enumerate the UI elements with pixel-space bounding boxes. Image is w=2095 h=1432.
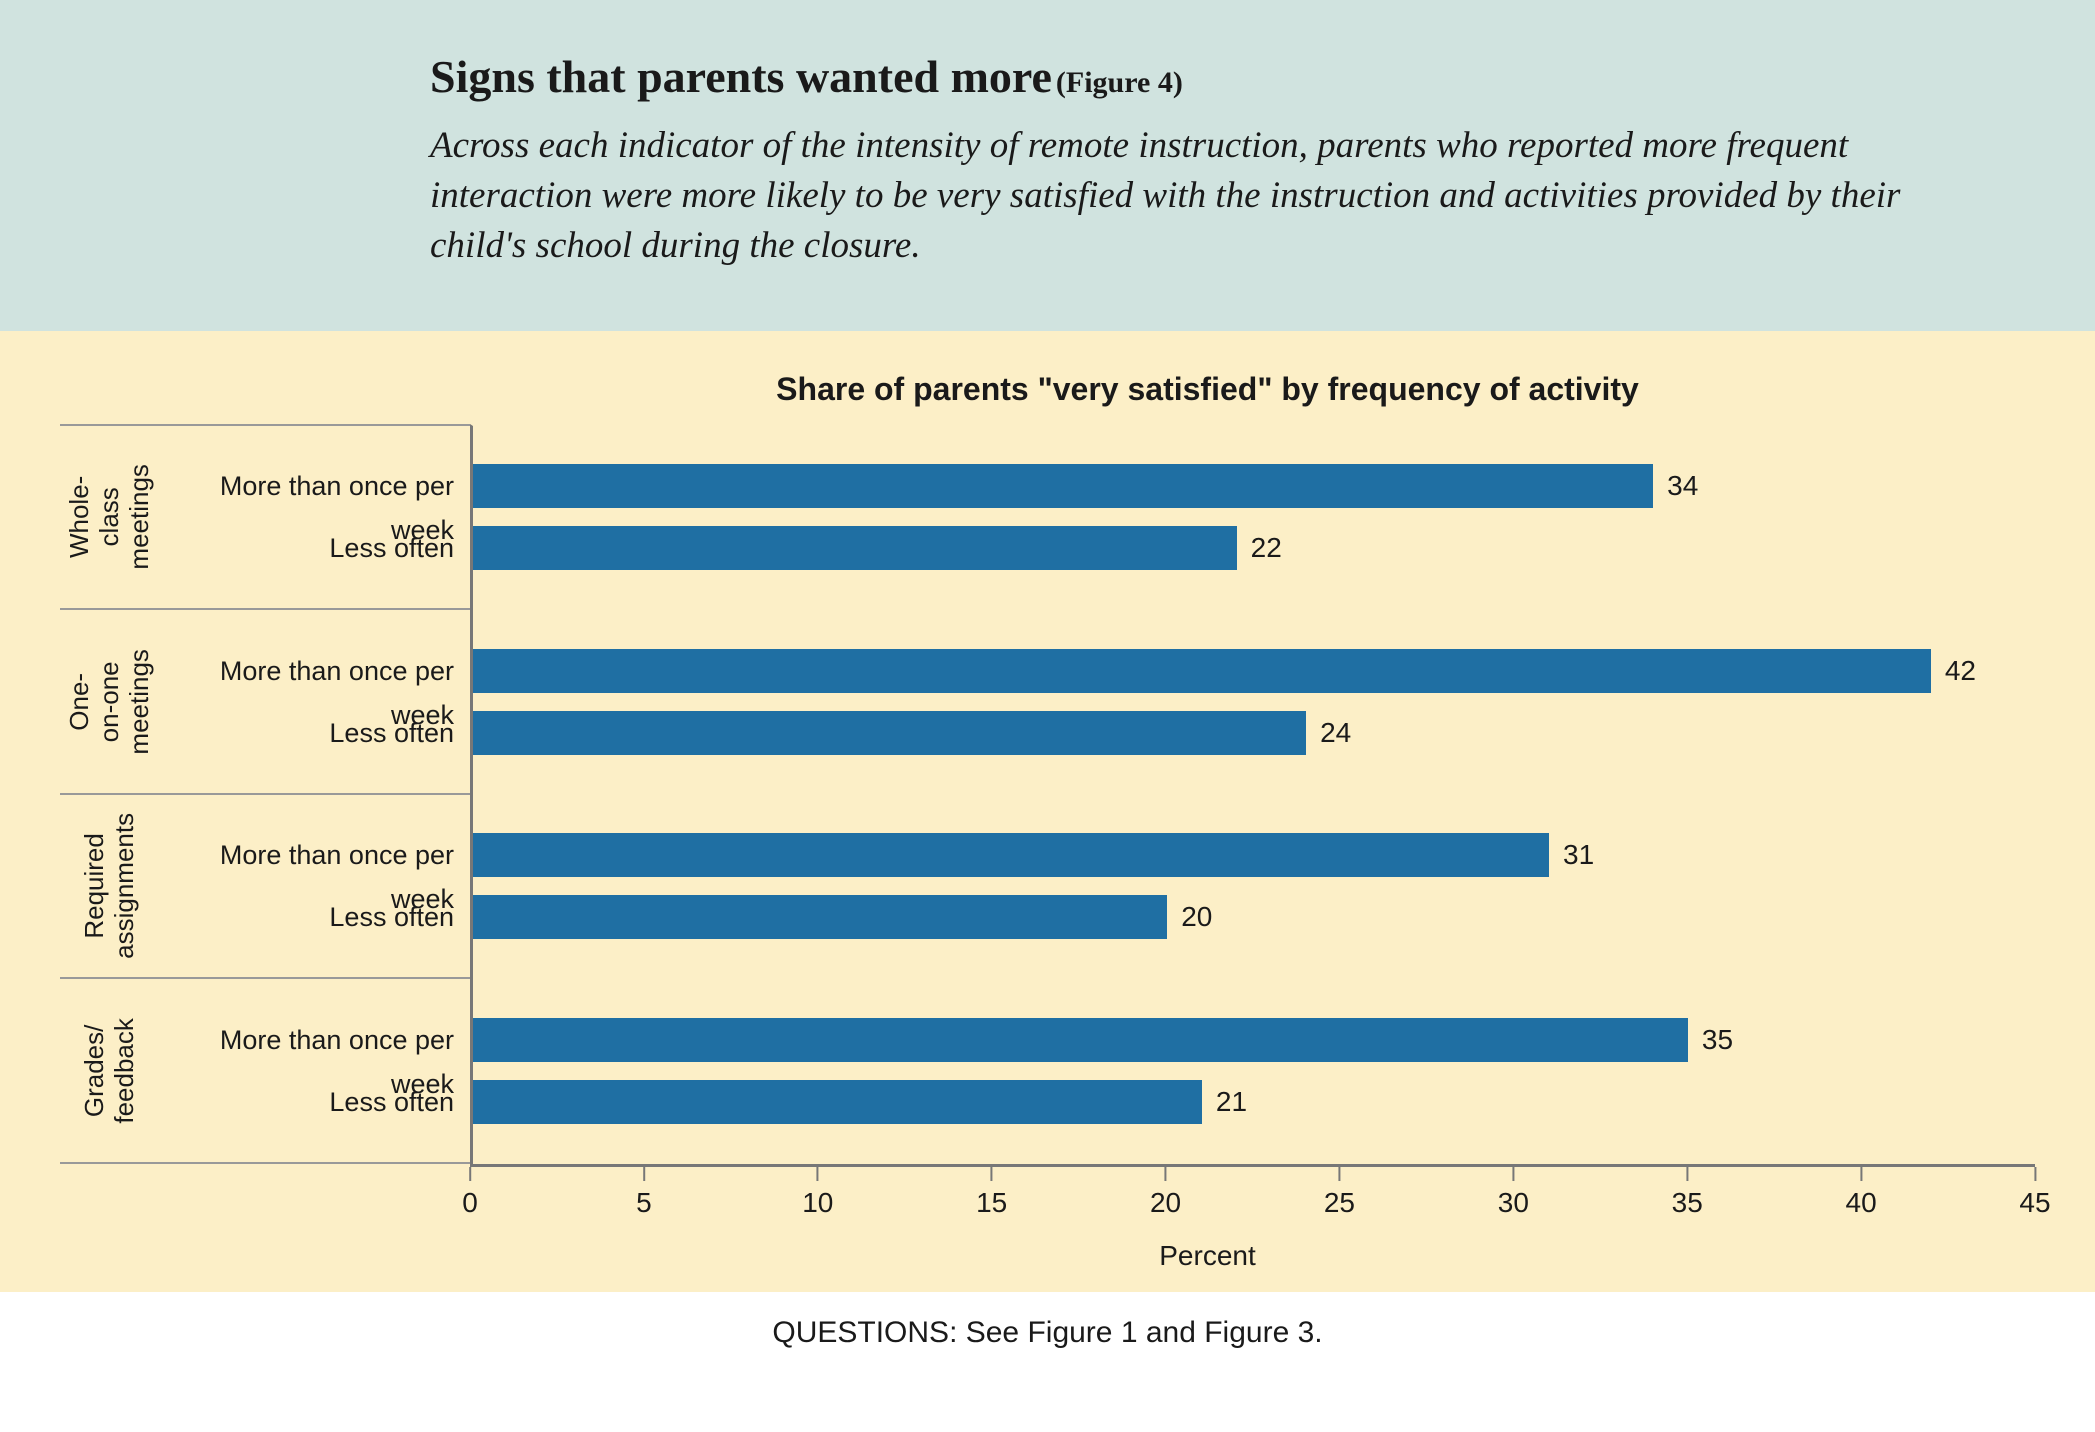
x-tick-mark [2034,1167,2036,1181]
bar-row: 24 [473,711,2035,755]
row-label-group: More than once per week Less often [160,610,470,795]
x-axis-line: 051015202530354045 [470,1164,2035,1234]
x-tick-mark [991,1167,993,1181]
bar-group: 34 22 [473,426,2035,611]
x-tick-mark [1686,1167,1688,1181]
x-tick: 35 [1672,1167,1703,1219]
x-axis-title: Percent [380,1240,2035,1272]
bar [473,895,1167,939]
bar [473,1018,1688,1062]
row-label: Less often [160,895,454,939]
x-tick-label: 15 [976,1187,1007,1219]
x-tick: 40 [1846,1167,1877,1219]
chart-area: Share of parents "very satisfied" by fre… [0,331,2095,1292]
group-label: Grades/feedback [80,1018,140,1124]
header-band: Signs that parents wanted more (Figure 4… [0,0,2095,331]
bar-value-label: 34 [1667,470,1698,502]
x-tick-mark [1860,1167,1862,1181]
title-main: Signs that parents wanted more [430,51,1052,102]
footnote: QUESTIONS: See Figure 1 and Figure 3. [0,1292,2095,1390]
bar-group: 31 20 [473,795,2035,980]
bar-row: 21 [473,1080,2035,1124]
bar-row: 22 [473,526,2035,570]
bar [473,1080,1202,1124]
row-label: More than once per week [160,1018,454,1062]
row-label-group: More than once per week Less often [160,426,470,611]
x-tick-label: 10 [802,1187,833,1219]
bar-row: 31 [473,833,2035,877]
bar-value-label: 42 [1945,655,1976,687]
bar-value-label: 24 [1320,717,1351,749]
x-tick-label: 45 [2019,1187,2050,1219]
title-figure-number: (Figure 4) [1056,66,1183,99]
x-tick-label: 0 [462,1187,478,1219]
bar-value-label: 31 [1563,839,1594,871]
bar-group: 35 21 [473,979,2035,1164]
bar-value-label: 20 [1181,901,1212,933]
bar [473,526,1237,570]
bar-group: 42 24 [473,610,2035,795]
bar-row: 42 [473,649,2035,693]
chart-title: Share of parents "very satisfied" by fre… [380,371,2035,408]
x-tick-label: 40 [1846,1187,1877,1219]
bar [473,464,1653,508]
group-label-cell: Grades/feedback [60,979,160,1164]
x-tick-mark [817,1167,819,1181]
row-label-group: More than once per week Less often [160,795,470,980]
group-label-cell: Whole-classmeetings [60,426,160,611]
x-axis-spacer [60,1164,470,1234]
row-label: More than once per week [160,649,454,693]
x-tick-mark [1512,1167,1514,1181]
row-label: Less often [160,1080,454,1124]
bar-value-label: 21 [1216,1086,1247,1118]
bar [473,649,1931,693]
figure-container: Signs that parents wanted more (Figure 4… [0,0,2095,1390]
row-label: Less often [160,711,454,755]
bar-value-label: 35 [1702,1024,1733,1056]
x-tick-label: 5 [636,1187,652,1219]
x-tick: 10 [802,1167,833,1219]
x-tick: 45 [2019,1167,2050,1219]
bar [473,711,1306,755]
group-label-cell: Requiredassignments [60,795,160,980]
group-label: One-on-onemeetings [65,649,155,755]
x-tick-label: 20 [1150,1187,1181,1219]
x-tick: 20 [1150,1167,1181,1219]
figure-title: Signs that parents wanted more (Figure 4… [430,50,2015,103]
x-tick: 15 [976,1167,1007,1219]
x-tick-mark [1165,1167,1167,1181]
bar-row: 20 [473,895,2035,939]
bar-groups: 34 22 42 24 31 20 35 21 [473,426,2035,1164]
row-label: More than once per week [160,833,454,877]
figure-subtitle: Across each indicator of the intensity o… [430,121,1930,271]
x-tick-mark [1338,1167,1340,1181]
row-labels-column: More than once per weekLess oftenMore th… [160,424,470,1164]
group-label: Requiredassignments [80,813,140,959]
x-tick-mark [469,1167,471,1181]
x-tick: 30 [1498,1167,1529,1219]
row-label: More than once per week [160,464,454,508]
x-axis: 051015202530354045 [60,1164,2035,1234]
group-label: Whole-classmeetings [65,464,155,570]
bar-row: 35 [473,1018,2035,1062]
row-label: Less often [160,526,454,570]
group-label-cell: One-on-onemeetings [60,610,160,795]
x-tick: 5 [636,1167,652,1219]
bar-value-label: 22 [1251,532,1282,564]
x-tick-label: 25 [1324,1187,1355,1219]
x-tick: 25 [1324,1167,1355,1219]
plot: Whole-classmeetings One-on-onemeetings Req… [60,424,2035,1164]
x-tick-mark [643,1167,645,1181]
row-label-group: More than once per week Less often [160,979,470,1164]
bars-column: 34 22 42 24 31 20 35 21 [470,424,2035,1164]
bar-row: 34 [473,464,2035,508]
x-tick-label: 30 [1498,1187,1529,1219]
x-tick: 0 [462,1167,478,1219]
bar [473,833,1549,877]
x-tick-label: 35 [1672,1187,1703,1219]
group-labels-column: Whole-classmeetings One-on-onemeetings Req… [60,424,160,1164]
